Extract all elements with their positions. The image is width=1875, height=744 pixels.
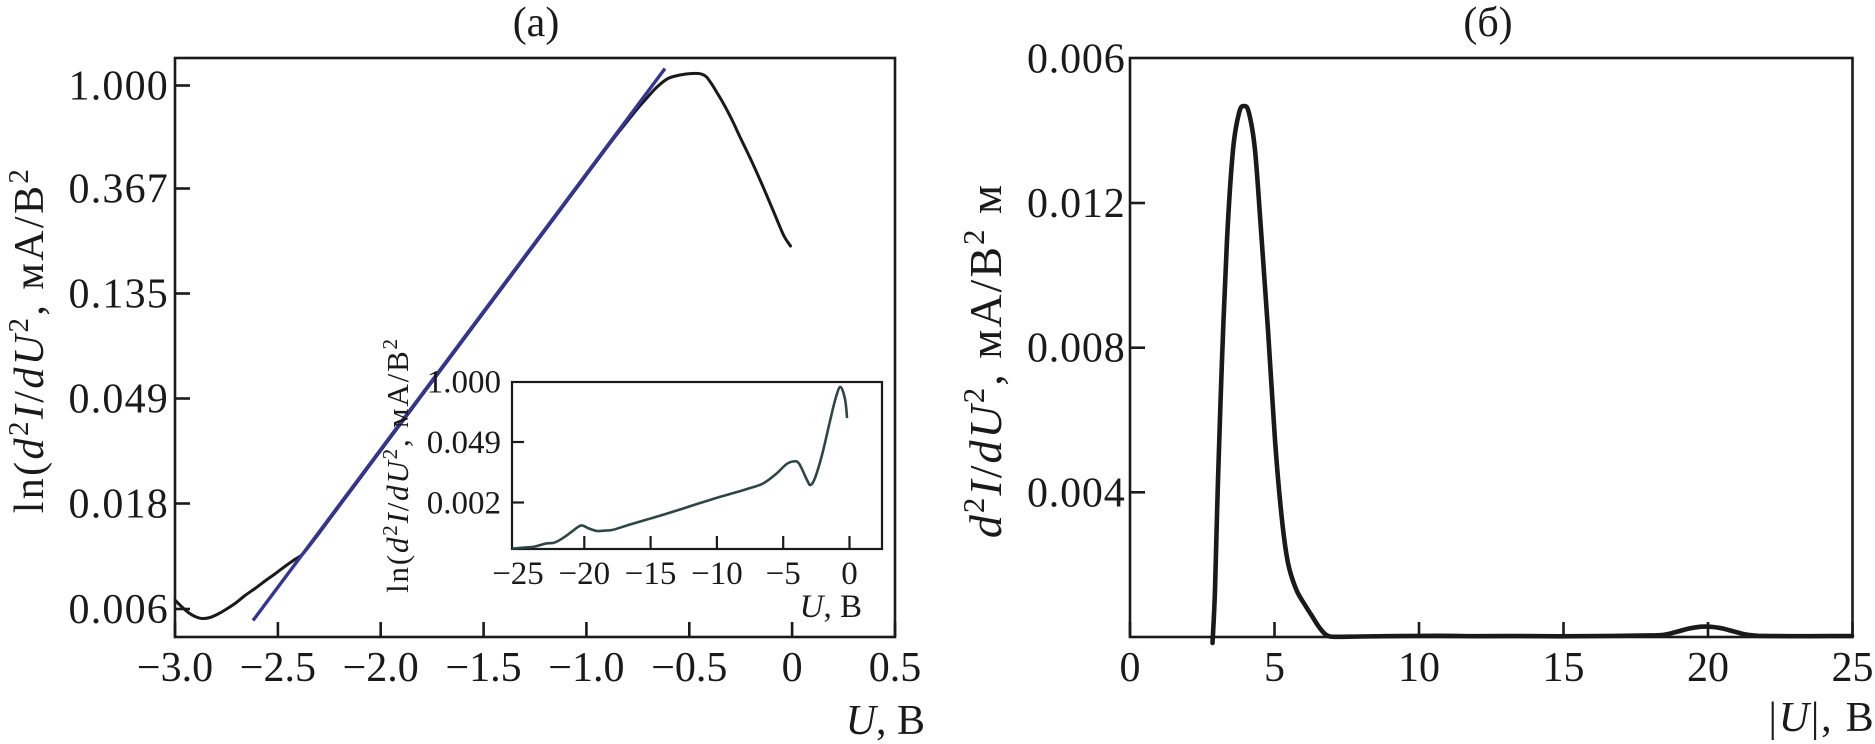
svg-text:−15: −15 <box>625 556 677 592</box>
svg-text:(б): (б) <box>1463 0 1512 46</box>
svg-text:−5: −5 <box>766 556 801 592</box>
svg-text:−0.5: −0.5 <box>651 645 727 691</box>
svg-text:1.000: 1.000 <box>69 64 170 110</box>
svg-text:ln(d2​I/dU2​, мА/В2​: ln(d2​I/dU2​, мА/В2​ <box>378 337 415 593</box>
svg-text:0: 0 <box>841 556 858 592</box>
svg-text:−3.0: −3.0 <box>137 645 213 691</box>
svg-text:−2.0: −2.0 <box>343 645 419 691</box>
svg-text:U, В: U, В <box>800 589 862 625</box>
svg-text:d2​I/dU2​, мА/В2​ м: d2​I/dU2​, мА/В2​ м <box>956 183 1011 538</box>
svg-text:5: 5 <box>1264 645 1285 691</box>
svg-text:0.135: 0.135 <box>69 272 170 318</box>
svg-text:0.049: 0.049 <box>69 377 170 423</box>
svg-text:0.018: 0.018 <box>69 482 170 528</box>
svg-text:0.367: 0.367 <box>69 167 170 213</box>
svg-text:0.004: 0.004 <box>1027 470 1126 516</box>
svg-text:15: 15 <box>1543 645 1585 691</box>
svg-text:0.006: 0.006 <box>69 587 170 633</box>
svg-text:−25: −25 <box>492 556 544 592</box>
svg-text:0.006: 0.006 <box>1027 36 1126 82</box>
svg-text:0.008: 0.008 <box>1027 326 1126 372</box>
svg-text:U, В: U, В <box>846 698 925 744</box>
svg-text:ln(d2​I/dU2​, мА/В2​: ln(d2​I/dU2​, мА/В2​ <box>3 167 53 514</box>
svg-text:−1.5: −1.5 <box>446 645 522 691</box>
svg-text:20: 20 <box>1687 645 1729 691</box>
svg-text:(а): (а) <box>513 0 560 46</box>
svg-text:10: 10 <box>1398 645 1440 691</box>
svg-text:0.002: 0.002 <box>427 486 501 522</box>
svg-text:0.012: 0.012 <box>1027 181 1126 227</box>
svg-text:0.049: 0.049 <box>427 425 501 461</box>
svg-text:−20: −20 <box>558 556 610 592</box>
svg-text:0.5: 0.5 <box>869 645 922 691</box>
svg-text:|U|, В: |U|, В <box>1769 695 1875 741</box>
svg-text:0: 0 <box>1120 645 1141 691</box>
svg-text:25: 25 <box>1832 645 1874 691</box>
svg-text:1.000: 1.000 <box>427 365 501 401</box>
svg-text:−2.5: −2.5 <box>240 645 316 691</box>
svg-text:−1.0: −1.0 <box>548 645 624 691</box>
svg-text:−10: −10 <box>691 556 743 592</box>
svg-text:0: 0 <box>782 645 803 691</box>
